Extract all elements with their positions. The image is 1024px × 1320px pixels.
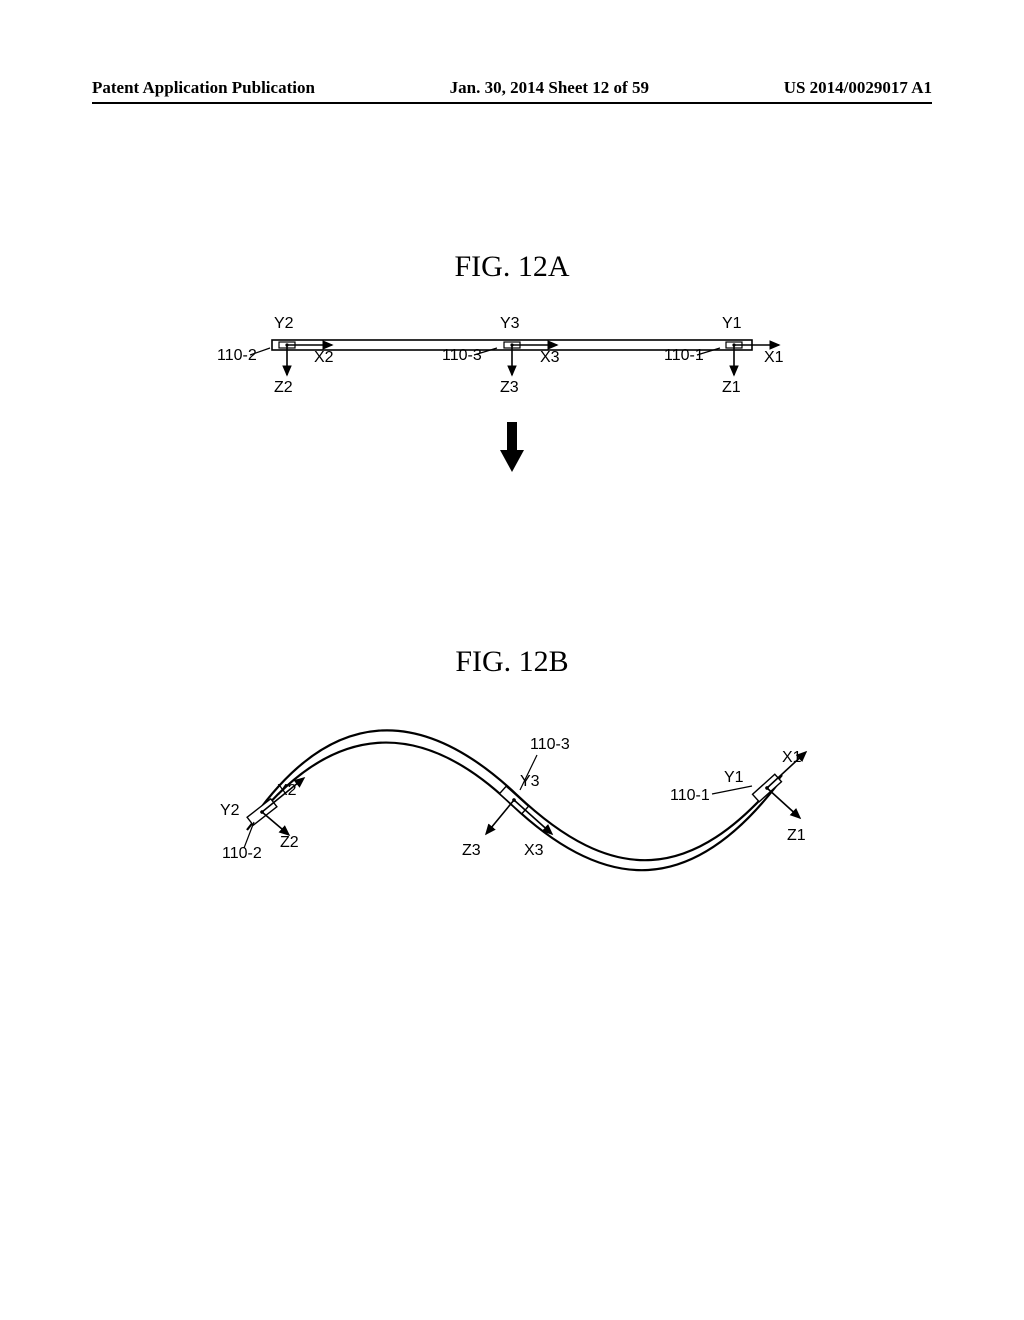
svg-text:Z2: Z2 xyxy=(280,834,299,851)
fig-12b-svg: Y2 X2 Z2 110-2 Y3 X3 Z3 110-3 Y1 X1 Z1 110-1 xyxy=(192,700,832,900)
fig-12a-title: FIG. 12A xyxy=(0,250,1024,284)
svg-text:Z1: Z1 xyxy=(722,379,741,396)
svg-text:110-2: 110-2 xyxy=(222,845,262,862)
svg-text:X2: X2 xyxy=(314,349,334,366)
svg-text:Y1: Y1 xyxy=(724,769,744,786)
header-rule xyxy=(92,102,932,104)
svg-text:Y2: Y2 xyxy=(220,802,240,819)
fig-12a-svg: Y2 X2 Z2 110-2 Y3 X3 Z3 110-3 Y1 X1 Z1 110-1 xyxy=(202,300,822,420)
svg-text:Z1: Z1 xyxy=(787,827,806,844)
header-left: Patent Application Publication xyxy=(92,78,315,98)
svg-text:110-2: 110-2 xyxy=(217,347,257,364)
svg-text:X1: X1 xyxy=(764,349,784,366)
svg-text:Z3: Z3 xyxy=(500,379,519,396)
svg-text:Y1: Y1 xyxy=(722,315,742,332)
svg-text:X3: X3 xyxy=(540,349,560,366)
svg-text:Y3: Y3 xyxy=(500,315,520,332)
svg-text:Y2: Y2 xyxy=(274,315,294,332)
svg-text:Z3: Z3 xyxy=(462,842,481,859)
transition-arrow xyxy=(0,420,1024,475)
header-center: Jan. 30, 2014 Sheet 12 of 59 xyxy=(450,78,649,98)
fig-12b-drawing: Y2 X2 Z2 110-2 Y3 X3 Z3 110-3 Y1 X1 Z1 110-1 xyxy=(0,700,1024,900)
svg-text:110-1: 110-1 xyxy=(664,347,704,364)
svg-text:110-3: 110-3 xyxy=(442,347,482,364)
svg-text:X2: X2 xyxy=(277,782,297,799)
svg-text:X1: X1 xyxy=(782,749,802,766)
svg-text:110-3: 110-3 xyxy=(530,736,570,753)
svg-text:110-1: 110-1 xyxy=(670,787,710,804)
svg-text:X3: X3 xyxy=(524,842,544,859)
fig-12a-drawing: Y2 X2 Z2 110-2 Y3 X3 Z3 110-3 Y1 X1 Z1 110-1 xyxy=(0,300,1024,420)
page-header: Patent Application Publication Jan. 30, … xyxy=(0,78,1024,98)
down-arrow-icon xyxy=(492,420,532,475)
svg-text:Y3: Y3 xyxy=(520,773,540,790)
fig-12b-title: FIG. 12B xyxy=(0,645,1024,679)
svg-text:Z2: Z2 xyxy=(274,379,293,396)
header-right: US 2014/0029017 A1 xyxy=(784,78,932,98)
